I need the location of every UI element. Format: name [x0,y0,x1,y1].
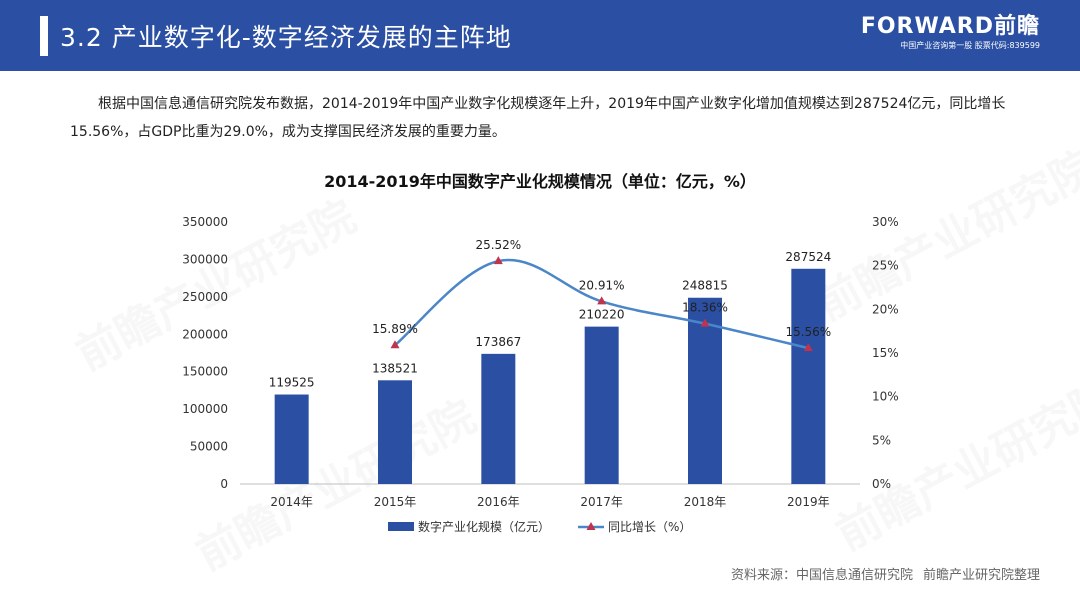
y-left-tick-label: 50000 [190,440,228,454]
x-tick-label: 2019年 [787,495,830,509]
growth-marker [700,318,710,327]
line-data-label: 15.89% [372,322,418,336]
source-label: 资料来源： [730,568,796,583]
bar-data-label: 173867 [475,335,521,349]
bar [584,326,619,484]
line-data-label: 18.36% [682,301,728,315]
y-left-tick-label: 300000 [182,252,228,266]
y-right-tick-label: 10% [872,390,899,404]
legend-line-marker [586,522,596,530]
y-left-tick-label: 150000 [182,365,228,379]
x-tick-label: 2017年 [580,495,623,509]
source-org: 中国信息通信研究院 [795,568,913,583]
x-tick-label: 2014年 [270,495,313,509]
legend-bar-label: 数字产业化规模（亿元） [418,519,550,534]
bar [274,394,309,484]
bar [791,268,826,484]
source-compiler: 前瞻产业研究院整理 [922,568,1040,583]
growth-marker [597,296,607,305]
y-right-tick-label: 5% [872,433,891,447]
y-right-tick-label: 15% [872,346,899,360]
y-left-tick-label: 100000 [182,402,228,416]
growth-marker [390,340,400,349]
legend-bar-swatch [388,522,414,531]
header-accent-bar [40,16,48,56]
y-left-tick-label: 250000 [182,290,228,304]
line-data-label: 25.52% [475,238,521,252]
y-left-tick-label: 0 [220,477,228,491]
y-left-tick-label: 200000 [182,327,228,341]
legend-line-label: 同比增长（%） [608,520,691,534]
y-right-tick-label: 20% [872,302,899,316]
bar [688,297,722,484]
page-title: 3.2 产业数字化-数字经济发展的主阵地 [60,23,512,52]
chart-title: 2014-2019年中国数字产业化规模情况（单位：亿元，%） [324,172,756,191]
y-right-tick-label: 25% [872,259,899,273]
x-tick-label: 2018年 [684,495,727,509]
bar-data-label: 119525 [269,376,315,390]
bar-data-label: 287524 [785,250,831,264]
header-banner: 3.2 产业数字化-数字经济发展的主阵地 FORWARD前瞻 中国产业咨询第一股… [0,0,1080,71]
growth-marker [493,256,503,265]
source-note: 资料来源：中国信息通信研究院 前瞻产业研究院整理 [731,564,1040,583]
x-tick-label: 2015年 [374,495,417,509]
y-right-tick-label: 30% [872,215,899,229]
line-data-label: 15.56% [785,325,831,339]
combo-chart: 0 50000 100000 150000 200000 250000 300000 3500… [182,215,899,534]
y-right-tick-label: 0% [872,477,891,491]
brand-logo: FORWARD前瞻 中国产业咨询第一股 股票代码:839599 [861,14,1040,51]
brand-tagline: 中国产业咨询第一股 股票代码:839599 [900,41,1040,50]
bar-data-label: 210220 [579,308,625,322]
line-data-label: 20.91% [579,278,625,292]
intro-paragraph: 根据中国信息通信研究院发布数据，2014-2019年中国产业数字化规模逐年上升，… [70,96,1006,140]
growth-marker [803,343,813,352]
brand-name: FORWARD前瞻 [860,14,1040,39]
bar [481,353,516,484]
bar-data-label: 138521 [372,361,418,375]
x-tick-label: 2016年 [477,495,520,509]
bar-data-label: 248815 [682,279,728,293]
bar [378,380,412,484]
y-left-tick-label: 350000 [182,215,228,229]
